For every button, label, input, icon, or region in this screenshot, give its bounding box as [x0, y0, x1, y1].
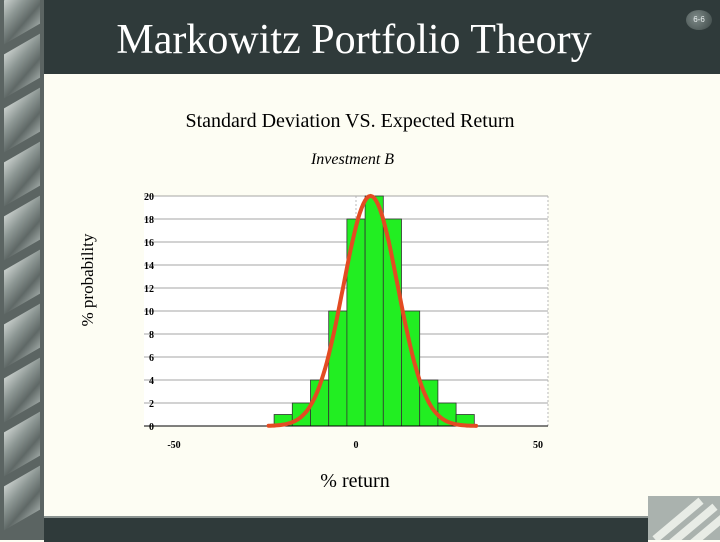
y-tick-label: 16	[144, 238, 154, 249]
y-tick-label: 18	[144, 215, 154, 226]
slide-title: Markowitz Portfolio Theory	[116, 17, 592, 63]
y-tick-label: 6	[149, 353, 154, 364]
chart-subtitle: Investment B	[310, 151, 395, 168]
bar	[364, 195, 384, 427]
chart-title: Standard Deviation VS. Expected Return	[185, 110, 515, 132]
slide-header	[44, 0, 720, 74]
y-tick-label: 10	[144, 307, 154, 318]
bar	[328, 310, 348, 427]
y-tick-label: 14	[144, 261, 154, 272]
footer-strip	[44, 516, 648, 542]
x-tick-label: -50	[167, 440, 180, 451]
corner-decoration	[648, 496, 720, 540]
normal-curve-line	[266, 193, 479, 428]
slide-number-badge: 6-6	[686, 10, 712, 30]
y-tick-label: 0	[149, 422, 154, 433]
y-tick-label: 4	[149, 376, 154, 387]
x-axis-label: % return	[320, 470, 390, 492]
y-tick-label: 20	[144, 192, 154, 203]
y-tick-label: 2	[149, 399, 154, 410]
y-tick-label: 8	[149, 330, 154, 341]
x-tick-label: 50	[533, 440, 543, 451]
x-tick-label: 0	[354, 440, 359, 451]
decorative-sidebar	[0, 0, 44, 540]
y-tick-label: 12	[144, 284, 154, 295]
